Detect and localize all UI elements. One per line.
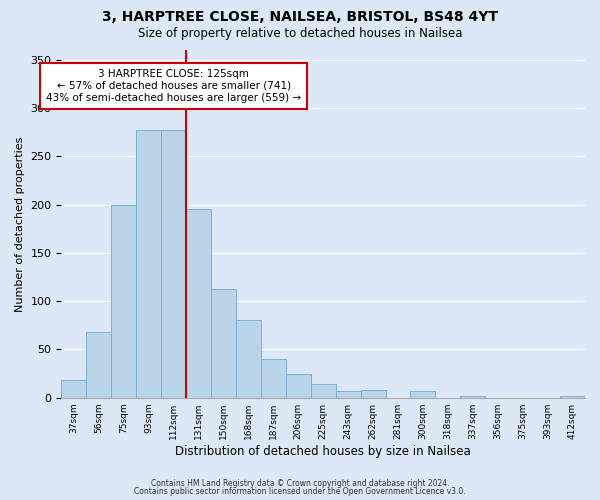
Bar <box>410 391 436 398</box>
Bar <box>61 380 86 398</box>
Bar <box>311 384 335 398</box>
X-axis label: Distribution of detached houses by size in Nailsea: Distribution of detached houses by size … <box>175 444 471 458</box>
Bar <box>560 396 585 398</box>
Text: 3, HARPTREE CLOSE, NAILSEA, BRISTOL, BS48 4YT: 3, HARPTREE CLOSE, NAILSEA, BRISTOL, BS4… <box>102 10 498 24</box>
Bar <box>335 391 361 398</box>
Text: Contains HM Land Registry data © Crown copyright and database right 2024.: Contains HM Land Registry data © Crown c… <box>151 478 449 488</box>
Bar <box>460 396 485 398</box>
Bar <box>361 390 386 398</box>
Bar <box>136 130 161 398</box>
Bar <box>236 320 261 398</box>
Bar <box>161 130 186 398</box>
Bar <box>286 374 311 398</box>
Bar <box>261 359 286 398</box>
Bar <box>211 288 236 398</box>
Text: Size of property relative to detached houses in Nailsea: Size of property relative to detached ho… <box>138 28 462 40</box>
Bar <box>111 204 136 398</box>
Y-axis label: Number of detached properties: Number of detached properties <box>15 136 25 312</box>
Bar <box>86 332 111 398</box>
Bar <box>186 210 211 398</box>
Text: Contains public sector information licensed under the Open Government Licence v3: Contains public sector information licen… <box>134 487 466 496</box>
Text: 3 HARPTREE CLOSE: 125sqm
← 57% of detached houses are smaller (741)
43% of semi-: 3 HARPTREE CLOSE: 125sqm ← 57% of detach… <box>46 70 301 102</box>
